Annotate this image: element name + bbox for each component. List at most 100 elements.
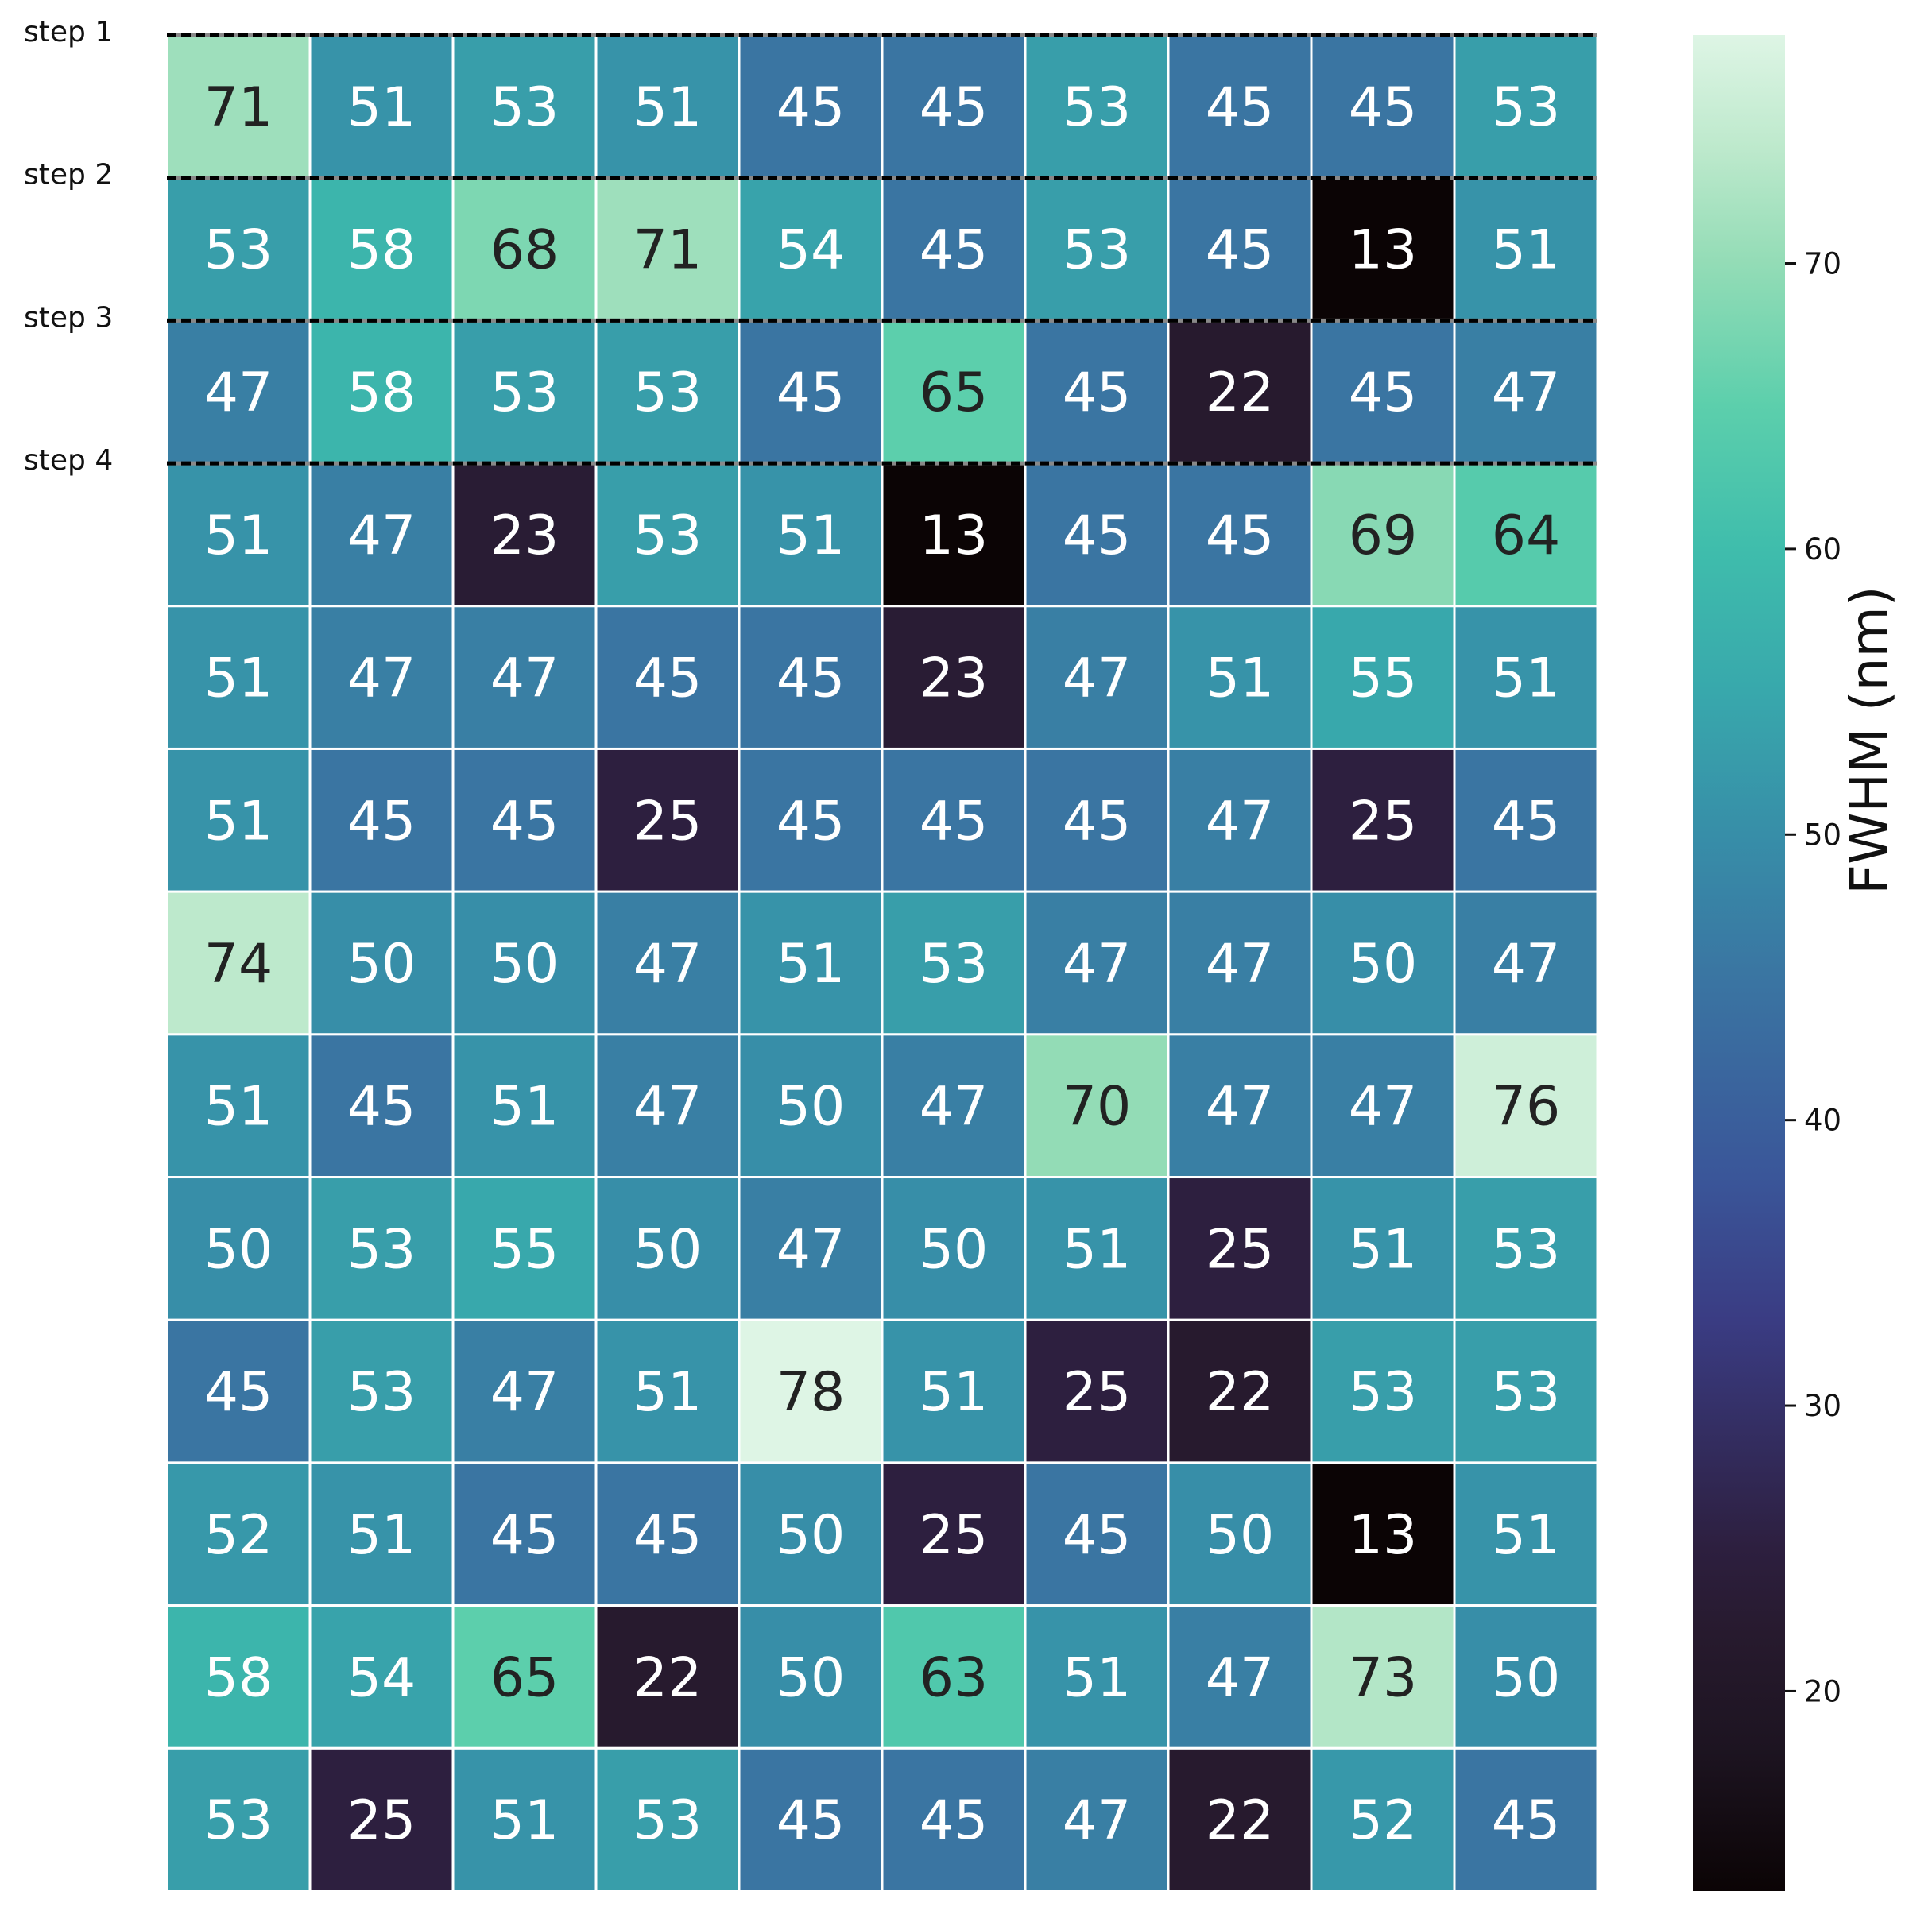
cell-value-label: 45 <box>347 1076 416 1139</box>
cell-value-label: 51 <box>1206 648 1275 710</box>
cell-value-label: 51 <box>347 76 416 139</box>
heatmap-cell <box>738 1461 884 1607</box>
heatmap-cell <box>881 605 1027 750</box>
cell-value-label: 50 <box>633 1218 703 1281</box>
cell-value-label: 52 <box>204 1504 273 1567</box>
heatmap-cell <box>308 1461 455 1607</box>
cell-value-label: 47 <box>490 1361 559 1424</box>
cell-value-label: 51 <box>1492 648 1561 710</box>
heatmap-cell <box>1024 1746 1170 1893</box>
cell-value-label: 22 <box>1206 1361 1275 1424</box>
cell-value-label: 50 <box>347 933 416 996</box>
heatmap-cell <box>1453 1033 1599 1179</box>
cell-value-label: 50 <box>1206 1504 1275 1567</box>
heatmap-cell <box>1167 176 1313 322</box>
cell-value-label: 25 <box>1063 1361 1132 1424</box>
heatmap-cell <box>738 1176 884 1321</box>
heatmap-cell <box>451 1604 598 1750</box>
cell-value-label: 47 <box>1492 362 1561 424</box>
cell-value-label: 53 <box>347 1218 416 1281</box>
cell-value-label: 45 <box>920 1789 989 1852</box>
cell-value-label: 45 <box>1206 76 1275 139</box>
cell-value-label: 55 <box>490 1218 559 1281</box>
cell-value-label: 45 <box>776 790 846 853</box>
cell-value-label: 71 <box>204 76 273 139</box>
heatmap-cell <box>1167 319 1313 465</box>
cell-value-label: 47 <box>347 648 416 710</box>
cell-value-label: 47 <box>1206 1076 1275 1139</box>
cell-value-label: 50 <box>1349 933 1418 996</box>
step-label: step 2 <box>24 159 113 191</box>
cell-value-label: 53 <box>1492 76 1561 139</box>
cell-value-label: 47 <box>776 1218 846 1281</box>
heatmap-cell <box>1167 1318 1313 1464</box>
cell-value-label: 51 <box>204 790 273 853</box>
cell-value-label: 51 <box>204 648 273 710</box>
cell-value-label: 53 <box>1063 219 1132 282</box>
heatmap-cell <box>1310 1604 1456 1750</box>
cell-value-label: 45 <box>920 219 989 282</box>
cell-value-label: 45 <box>633 648 703 710</box>
heatmap-cell <box>738 1604 884 1750</box>
colorbar-tick-label: 30 <box>1804 1389 1841 1423</box>
cell-value-label: 45 <box>1206 505 1275 567</box>
colorbar-tick-label: 50 <box>1804 818 1841 852</box>
heatmap-cell <box>881 1033 1027 1179</box>
heatmap-cell <box>1024 176 1170 322</box>
step-label: step 1 <box>24 16 113 48</box>
cell-value-label: 51 <box>776 505 846 567</box>
heatmap-cell <box>451 1461 598 1607</box>
cell-value-label: 51 <box>490 1076 559 1139</box>
heatmap-cell <box>1453 1604 1599 1750</box>
heatmap-cell <box>308 1746 455 1893</box>
heatmap-cells <box>165 33 1599 1893</box>
heatmap-cell <box>1453 1461 1599 1607</box>
cell-value-label: 45 <box>776 76 846 139</box>
cell-value-label: 76 <box>1492 1076 1561 1139</box>
cell-value-label: 50 <box>776 1646 846 1709</box>
heatmap-cell <box>1024 1176 1170 1321</box>
cell-value-label: 25 <box>1206 1218 1275 1281</box>
heatmap-cell <box>1453 33 1599 180</box>
cell-value-label: 45 <box>1063 1504 1132 1567</box>
cell-value-label: 47 <box>204 362 273 424</box>
heatmap-cell <box>308 1176 455 1321</box>
heatmap-cell <box>881 1746 1027 1893</box>
heatmap-cell <box>1310 605 1456 750</box>
cell-value-label: 22 <box>1206 1789 1275 1852</box>
cell-value-label: 50 <box>776 1504 846 1567</box>
heatmap-cell <box>1024 605 1170 750</box>
heatmap-cell <box>1024 1318 1170 1464</box>
cell-value-label: 65 <box>490 1646 559 1709</box>
colorbar: 20 30 40 50 60 70 FWHM (nm) <box>1693 35 1900 1891</box>
cell-value-label: 50 <box>204 1218 273 1281</box>
cell-value-label: 53 <box>1492 1361 1561 1424</box>
cell-value-label: 45 <box>1492 790 1561 853</box>
step-label: step 3 <box>24 301 113 334</box>
heatmap-cell <box>594 1318 741 1464</box>
heatmap-cell <box>1310 1746 1456 1893</box>
cell-value-label: 45 <box>204 1361 273 1424</box>
heatmap-cell <box>165 1746 312 1893</box>
cell-value-label: 47 <box>347 505 416 567</box>
heatmap-cell <box>1310 747 1456 893</box>
heatmap-cell <box>451 1176 598 1321</box>
cell-value-label: 45 <box>347 790 416 853</box>
heatmap-cell <box>881 747 1027 893</box>
step-label: step 4 <box>24 444 113 477</box>
heatmap-cell <box>1453 1746 1599 1893</box>
cell-value-label: 45 <box>1349 76 1418 139</box>
heatmap-cell <box>738 747 884 893</box>
cell-value-label: 47 <box>1206 790 1275 853</box>
heatmap-cell <box>165 319 312 465</box>
cell-value-label: 47 <box>490 648 559 710</box>
cell-value-label: 58 <box>347 362 416 424</box>
cell-value-label: 53 <box>347 1361 416 1424</box>
cell-value-label: 51 <box>1492 219 1561 282</box>
cell-value-label: 54 <box>776 219 846 282</box>
cell-value-label: 25 <box>347 1789 416 1852</box>
heatmap-cell <box>1167 890 1313 1036</box>
cell-value-label: 50 <box>776 1076 846 1139</box>
heatmap-cell <box>1024 890 1170 1036</box>
colorbar-tick-label: 60 <box>1804 532 1841 567</box>
